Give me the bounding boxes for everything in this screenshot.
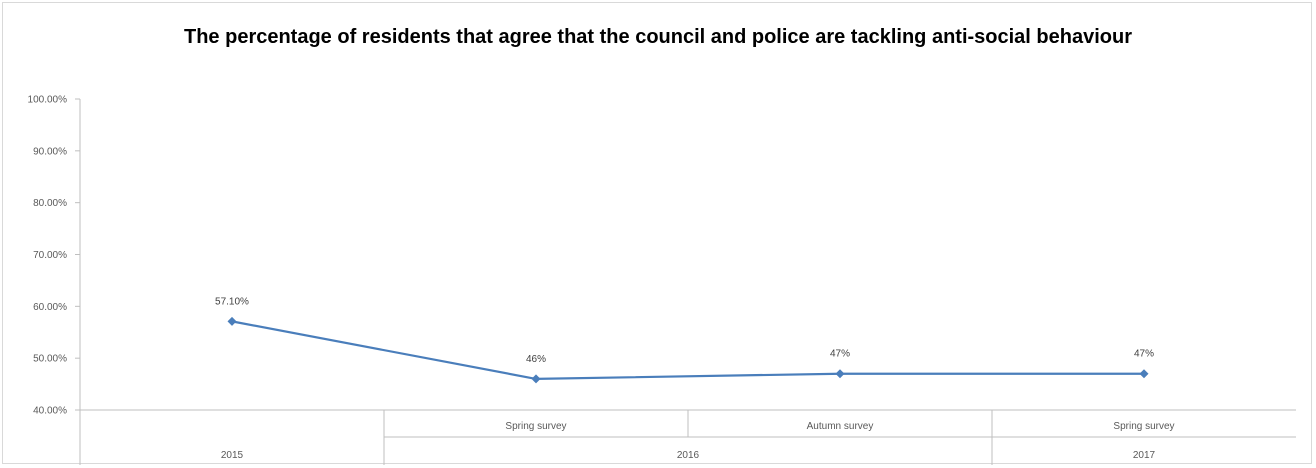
data-label: 47% (830, 349, 850, 360)
y-tick-label: 40.00% (33, 406, 67, 417)
data-point-marker (835, 369, 845, 379)
data-label: 57.10% (215, 296, 249, 307)
x-group-label: 2015 (221, 450, 244, 461)
x-sub-category-label: Spring survey (505, 421, 566, 432)
chart-title: The percentage of residents that agree t… (0, 22, 1316, 52)
y-tick-label: 60.00% (33, 302, 67, 313)
y-tick-label: 100.00% (28, 95, 68, 106)
x-sub-category-label: Spring survey (1113, 421, 1174, 432)
y-tick-label: 70.00% (33, 250, 67, 261)
data-point-marker (1139, 369, 1149, 379)
y-tick-label: 80.00% (33, 198, 67, 209)
data-label: 47% (1134, 349, 1154, 360)
chart-title-text: The percentage of residents that agree t… (183, 26, 1132, 48)
y-tick-label: 90.00% (33, 146, 67, 157)
data-point-marker (227, 316, 237, 326)
x-group-label: 2017 (1133, 450, 1156, 461)
y-tick-label: 50.00% (33, 354, 67, 365)
data-label: 46% (526, 354, 546, 365)
series-line (231, 320, 1144, 380)
x-group-label: 2016 (677, 450, 700, 461)
data-point-marker (531, 374, 541, 384)
x-sub-category-label: Autumn survey (807, 421, 874, 432)
